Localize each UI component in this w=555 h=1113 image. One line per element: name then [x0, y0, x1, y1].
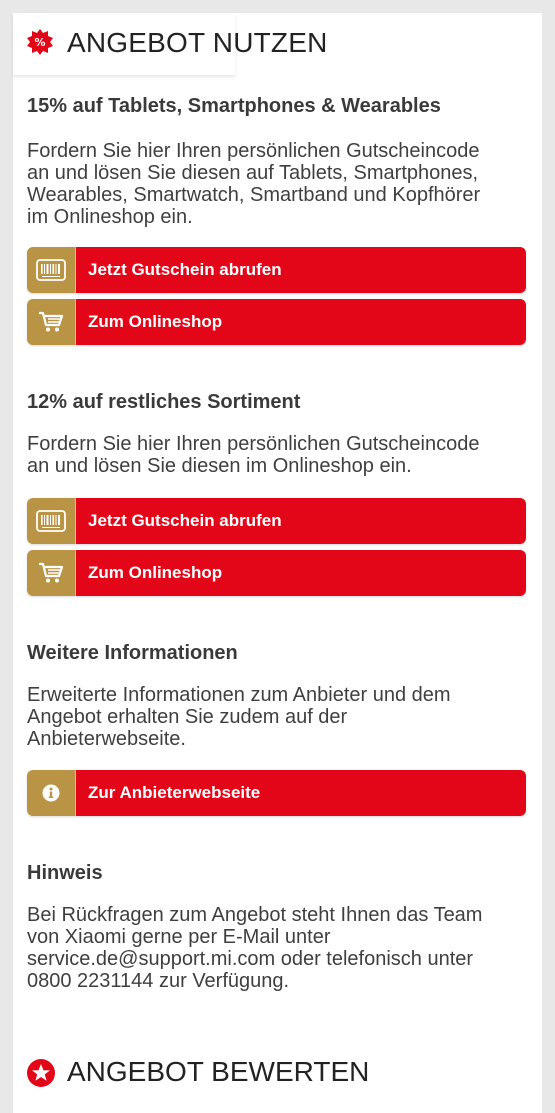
cart-icon	[27, 299, 76, 345]
section-text: Erweiterte Informationen zum Anbieter un…	[27, 684, 527, 750]
cart-icon	[27, 550, 76, 596]
info-icon	[27, 770, 76, 816]
text-line: 0800 2231144 zur Verfügung.	[27, 970, 290, 992]
text-line: Wearables, Smartwatch, Smartband und Kop…	[27, 184, 481, 206]
text-line: Fordern Sie hier Ihren persönlichen Guts…	[27, 433, 480, 455]
barcode-icon	[27, 247, 76, 293]
website-button-label: Zur Anbieterwebseite	[76, 770, 526, 816]
voucher-button-2[interactable]: Jetzt Gutschein abrufen	[27, 498, 526, 544]
section-text: Bei Rückfragen zum Angebot steht Ihnen d…	[27, 904, 527, 992]
section-text: Fordern Sie hier Ihren persönlichen Guts…	[27, 433, 527, 477]
section-rest: 12% auf restliches Sortiment	[27, 391, 527, 414]
text-line: Erweiterte Informationen zum Anbieter un…	[27, 684, 451, 706]
shop-button-label: Zum Onlineshop	[76, 550, 526, 596]
text-line: an und lösen Sie diesen auf Tablets, Sma…	[27, 162, 479, 184]
text-line: im Onlineshop ein.	[27, 206, 193, 228]
footer-title: ANGEBOT BEWERTEN	[67, 1056, 370, 1087]
section-title: 15% auf Tablets, Smartphones & Wearables	[27, 95, 441, 117]
section-tablets: 15% auf Tablets, Smartphones & Wearables	[27, 95, 527, 118]
shop-button-label: Zum Onlineshop	[76, 299, 526, 345]
voucher-button-1[interactable]: Jetzt Gutschein abrufen	[27, 247, 526, 293]
section-title: Weitere Informationen	[27, 642, 238, 664]
text-line: Fordern Sie hier Ihren persönlichen Guts…	[27, 140, 480, 162]
shop-button-1[interactable]: Zum Onlineshop	[27, 299, 526, 345]
section-title: 12% auf restliches Sortiment	[27, 391, 301, 413]
section-info: Weitere Informationen	[27, 642, 527, 665]
text-line: an und lösen Sie diesen im Onlineshop ei…	[27, 455, 412, 477]
text-line: Anbieterwebseite.	[27, 728, 186, 750]
text-line: service.de@support.mi.com oder telefonis…	[27, 948, 474, 970]
text-line: Angebot erhalten Sie zudem auf der	[27, 706, 348, 728]
text-line: von Xiaomi gerne per E-Mail unter	[27, 926, 331, 948]
header-title: ANGEBOT NUTZEN	[67, 27, 328, 58]
section-hint: Hinweis	[27, 862, 527, 885]
star-badge-icon	[27, 1059, 55, 1087]
text-line: Bei Rückfragen zum Angebot steht Ihnen d…	[27, 904, 483, 926]
section-text: Fordern Sie hier Ihren persönlichen Guts…	[27, 140, 527, 228]
voucher-button-label: Jetzt Gutschein abrufen	[76, 247, 526, 293]
shop-button-2[interactable]: Zum Onlineshop	[27, 550, 526, 596]
offer-card: % ANGEBOT NUTZEN 15% auf Tablets, Smartp…	[13, 13, 542, 1113]
section-title: Hinweis	[27, 862, 103, 884]
svg-text:%: %	[34, 36, 45, 49]
website-button[interactable]: Zur Anbieterwebseite	[27, 770, 526, 816]
voucher-button-label: Jetzt Gutschein abrufen	[76, 498, 526, 544]
offer-header: % ANGEBOT NUTZEN	[13, 13, 327, 75]
percent-badge-icon: %	[27, 29, 53, 55]
barcode-icon	[27, 498, 76, 544]
